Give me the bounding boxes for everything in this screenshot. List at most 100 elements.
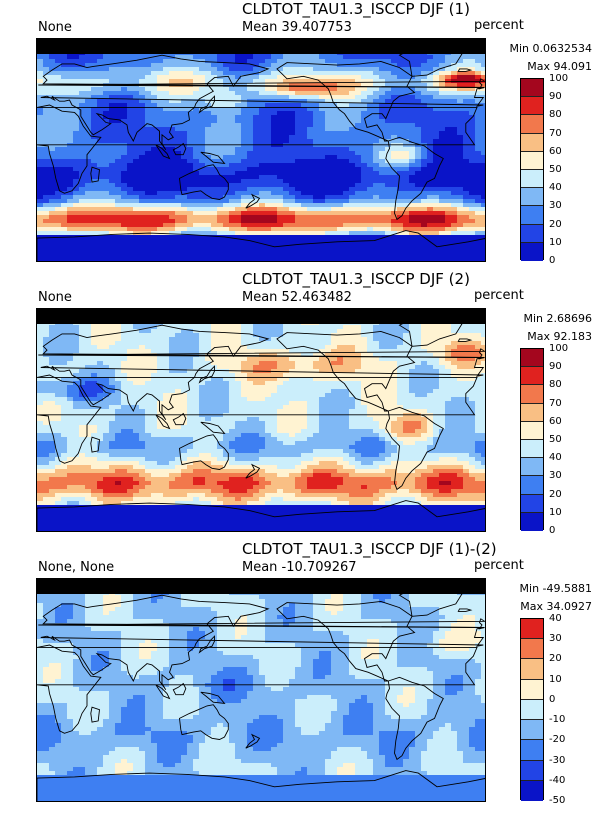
colorbar-tick-label: -30 — [549, 754, 566, 766]
outline-new-guinea — [200, 151, 226, 164]
outline-madagascar — [90, 166, 100, 183]
outline-australia — [179, 434, 229, 470]
colorbar-segment — [521, 679, 543, 700]
colorbar-tick-label: 50 — [549, 434, 562, 445]
outline-new-guinea — [200, 691, 226, 704]
units-label: percent — [474, 558, 524, 573]
outline-antarctica — [37, 500, 485, 531]
outline-greenland — [398, 317, 463, 347]
continent-outlines — [37, 587, 485, 801]
colorbar-segment — [521, 79, 543, 98]
outline-new-zealand — [245, 463, 261, 479]
colorbar-segment — [521, 133, 543, 152]
panel-title: CLDTOT_TAU1.3_ISCCP DJF (1)-(2) — [242, 540, 497, 558]
outline-eurasia — [40, 54, 485, 151]
outline-antarctica — [37, 230, 485, 261]
outline-north-america — [276, 330, 416, 412]
colorbar-segment — [521, 115, 543, 134]
outline-greenland — [398, 587, 463, 617]
outline-north-america — [276, 60, 416, 142]
outline-africa — [37, 644, 478, 734]
colorbar-tick-label: 0 — [549, 693, 556, 705]
case-label: None — [38, 290, 72, 305]
outline-north-america — [276, 600, 416, 682]
colorbar-tick-label: 90 — [549, 91, 562, 103]
missing-data-band — [37, 309, 485, 324]
outline-new-guinea — [200, 421, 226, 434]
max-value: Max 34.0927 — [520, 600, 592, 613]
colorbar-segment — [521, 458, 543, 477]
colorbar-tick-label: 50 — [549, 164, 562, 175]
colorbar — [520, 348, 544, 531]
outline-britain — [38, 348, 485, 360]
colorbar-tick-label: 10 — [549, 236, 562, 248]
colorbar-tick-label: 90 — [549, 361, 562, 373]
colorbar-tick-label: 20 — [549, 218, 562, 230]
outline-madagascar — [90, 436, 100, 453]
max-value: Max 92.183 — [527, 330, 592, 343]
colorbar-tick-label: 80 — [549, 379, 562, 391]
colorbar-segment — [521, 619, 543, 640]
min-value: Min 2.68696 — [523, 312, 592, 325]
missing-data-band — [37, 39, 485, 54]
outline-iceland — [457, 338, 473, 342]
colorbar-tick-label: 70 — [549, 127, 562, 139]
colorbar-segment — [521, 349, 543, 368]
outline-sumatra — [155, 414, 171, 430]
colorbar-tick-label: 100 — [549, 73, 569, 84]
outline-south-america — [385, 136, 444, 221]
colorbar-tick-label: 0 — [549, 525, 556, 536]
colorbar-segment — [521, 760, 543, 781]
colorbar-tick-label: 60 — [549, 415, 562, 427]
colorbar-tick-label: 10 — [549, 673, 562, 685]
colorbar-tick-label: 40 — [549, 613, 562, 624]
panel-title: CLDTOT_TAU1.3_ISCCP DJF (1) — [242, 0, 470, 18]
outline-australia — [179, 704, 229, 740]
continent-outlines — [37, 317, 485, 531]
colorbar-segment — [521, 97, 543, 116]
outline-eurasia — [40, 594, 485, 691]
outline-south-america — [385, 676, 444, 761]
colorbar-segment — [521, 439, 543, 459]
outline-new-zealand — [245, 733, 261, 749]
outline-iceland — [457, 68, 473, 72]
outline-borneo — [172, 682, 187, 696]
colorbar-segment — [521, 699, 543, 721]
world-map-plot — [36, 308, 486, 532]
cloud-fraction-field — [37, 579, 485, 801]
outline-eurasia — [40, 324, 485, 421]
outline-britain — [38, 78, 485, 90]
colorbar-segment — [521, 421, 543, 440]
colorbar-tick-label: -20 — [549, 734, 566, 746]
outline-africa — [37, 104, 478, 194]
panel-title: CLDTOT_TAU1.3_ISCCP DJF (2) — [242, 270, 470, 288]
colorbar — [520, 78, 544, 261]
outline-south-america — [385, 406, 444, 491]
outline-madagascar — [90, 706, 100, 723]
max-value: Max 94.091 — [527, 60, 592, 73]
colorbar-tick-label: -50 — [549, 795, 566, 806]
cloud-fraction-field — [37, 309, 485, 531]
colorbar-tick-label: -40 — [549, 774, 566, 786]
outline-sumatra — [155, 684, 171, 700]
colorbar-tick-label: -10 — [549, 714, 566, 726]
colorbar-tick-label: 60 — [549, 145, 562, 157]
case-label: None — [38, 20, 72, 35]
world-map-plot — [36, 578, 486, 802]
outline-japan — [198, 365, 215, 384]
continent-outlines — [37, 47, 485, 261]
colorbar-tick-label: 20 — [549, 488, 562, 500]
colorbar-tick-label: 10 — [549, 506, 562, 518]
mean-value: Mean -10.709267 — [242, 560, 357, 575]
outline-borneo — [172, 142, 187, 156]
outline-new-zealand — [245, 193, 261, 209]
colorbar-segment — [521, 242, 543, 261]
outline-iceland — [457, 608, 473, 612]
mean-value: Mean 39.407753 — [242, 20, 352, 35]
outline-britain — [38, 618, 485, 630]
colorbar-segment — [521, 206, 543, 225]
colorbar-tick-label: 30 — [549, 200, 562, 212]
colorbar-segment — [521, 740, 543, 761]
colorbar-segment — [521, 169, 543, 189]
colorbar-segment — [521, 385, 543, 404]
